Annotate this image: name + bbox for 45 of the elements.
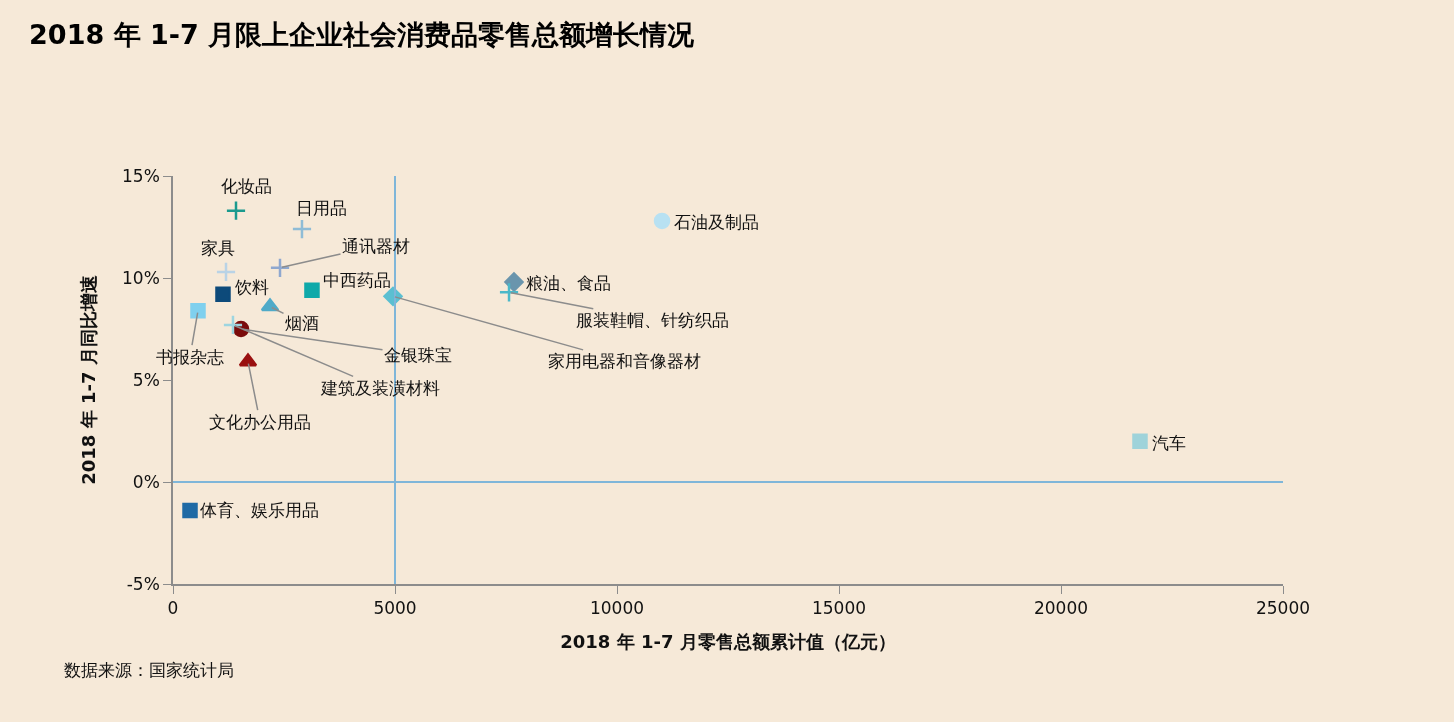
text: 文化办公用品 [209,412,311,432]
series-label: 烟酒 [285,313,319,333]
y-tick-label: 5% [132,369,160,390]
text: 通讯器材 [342,236,410,256]
source-note: 数据来源：国家统计局 [64,660,234,680]
chart-title: 2018 年 1-7 月限上企业社会消费品零售总额增长情况 [29,19,696,51]
series-label: 日用品 [296,198,347,218]
y-tick-label: 10% [122,267,160,288]
point [225,200,247,222]
point [291,218,313,240]
text: 书报杂志 [156,347,224,367]
series-label: 中西药品 [323,270,391,290]
series-label: 饮料 [234,277,269,297]
point [222,314,244,336]
series-label: 体育、娱乐用品 [200,500,319,520]
y-tick-label: -5% [126,573,160,594]
x-tick-label: 0 [167,598,179,619]
y-tick-label: 0% [132,471,160,492]
x-axis-title: 2018 年 1-7 月零售总额累计值（亿元） [560,630,896,652]
x-tick-label: 25000 [1255,598,1311,619]
series-label: 家具 [201,238,235,258]
y-axis-title: 2018 年 1-7 月同比增速 [77,275,99,485]
x-tick-label: 5000 [373,598,417,619]
point [304,282,320,298]
point [653,212,671,230]
point [504,272,524,292]
x-tick-label: 20000 [1033,598,1089,619]
point [238,353,258,367]
point [182,502,198,519]
point [1132,433,1148,449]
x-tick-label: 10000 [589,598,645,619]
text: 家用电器和音像器材 [548,351,701,371]
series-label: 化妆品 [221,176,272,196]
y-tick-label: 15% [122,165,160,186]
point [215,261,237,283]
text: 金银珠宝 [384,345,452,365]
series-label: 粮油、食品 [526,273,611,293]
text: 服装鞋帽、针纺织品 [576,310,729,330]
series-label: 汽车 [1152,433,1186,453]
point [215,286,231,303]
text: 建筑及装潢材料 [320,378,440,398]
point [190,302,206,319]
point [498,281,520,303]
x-tick-label: 15000 [811,598,867,619]
series-label: 石油及制品 [674,212,759,232]
